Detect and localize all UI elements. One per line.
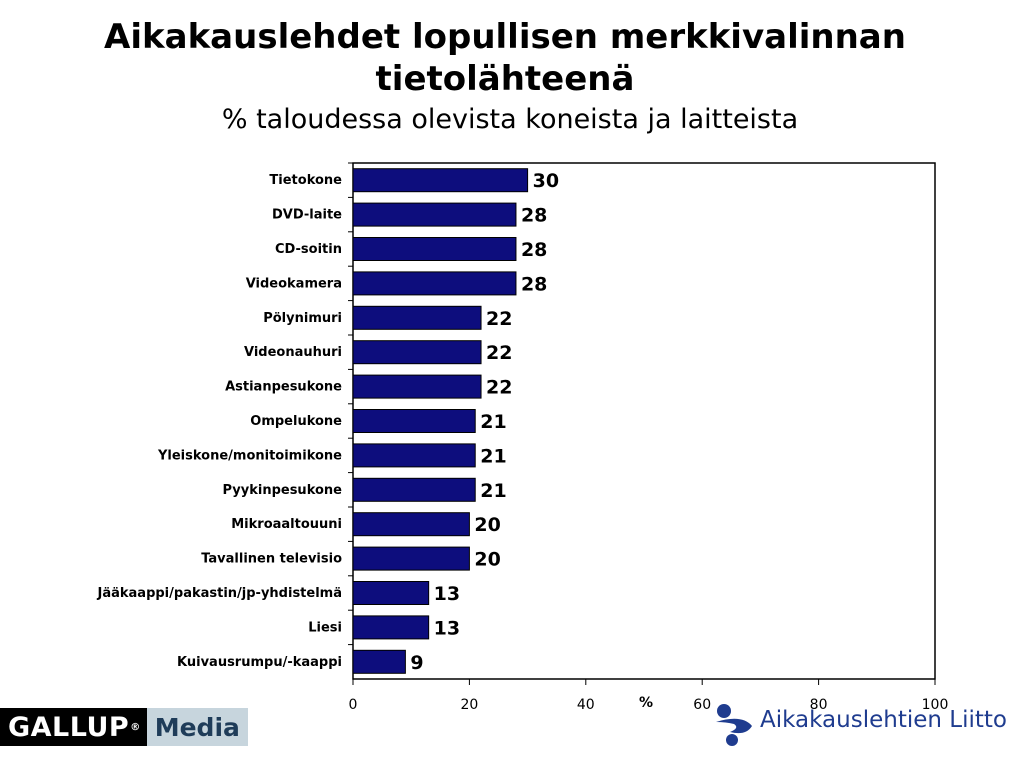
category-label: Liesi xyxy=(308,620,342,635)
data-label: 9 xyxy=(410,652,423,674)
category-label: CD-soitin xyxy=(275,242,342,257)
data-label: 21 xyxy=(480,445,506,467)
data-label: 30 xyxy=(533,170,559,192)
gallup-media-logo: GALLUP ® Media xyxy=(0,708,248,746)
x-axis-label: % xyxy=(639,695,653,711)
category-label: Ompelukone xyxy=(250,414,342,429)
x-tick-label: 80 xyxy=(810,697,828,713)
data-label: 22 xyxy=(486,308,512,330)
data-label: 21 xyxy=(480,480,506,502)
data-label: 22 xyxy=(486,377,512,399)
category-label: Yleiskone/monitoimikone xyxy=(157,448,342,463)
data-label: 20 xyxy=(474,549,500,571)
category-label: Pyykinpesukone xyxy=(223,483,343,498)
aikakauslehtien-liitto-logo: Aikakauslehtien Liitto xyxy=(712,700,1007,750)
bar xyxy=(352,477,476,502)
bar xyxy=(352,168,529,193)
bar xyxy=(352,202,517,227)
gallup-logo-word: GALLUP ® xyxy=(0,708,147,746)
data-label: 13 xyxy=(434,583,460,605)
bar xyxy=(352,581,430,605)
category-label: Kuivausrumpu/-kaappi xyxy=(177,655,342,670)
data-label: 22 xyxy=(486,342,512,364)
registered-mark: ® xyxy=(130,721,141,733)
data-label: 28 xyxy=(521,273,547,295)
bar xyxy=(352,512,470,537)
category-label: Videonauhuri xyxy=(244,345,342,360)
gallup-word: GALLUP xyxy=(8,711,130,743)
category-label: Jääkaappi/pakastin/jp-yhdistelmä xyxy=(97,586,343,601)
bar xyxy=(352,237,517,261)
x-tick-label: 20 xyxy=(460,697,478,713)
category-label: Astianpesukone xyxy=(225,380,342,395)
gallup-logo-media: Media xyxy=(146,708,248,746)
page-subtitle: % taloudessa olevista koneista ja laitte… xyxy=(221,104,799,135)
data-label: 13 xyxy=(434,617,460,639)
data-label: 20 xyxy=(474,514,500,536)
bar xyxy=(352,305,482,330)
x-tick-label: 0 xyxy=(349,697,358,713)
bar xyxy=(352,271,517,296)
category-label: Videokamera xyxy=(246,276,342,291)
bar xyxy=(352,546,470,571)
data-label: 28 xyxy=(521,239,547,261)
category-label: Tavallinen televisio xyxy=(201,552,342,567)
liitto-emblem-icon xyxy=(716,704,752,746)
x-tick-label: 40 xyxy=(577,697,595,713)
category-label: Pölynimuri xyxy=(263,311,342,326)
data-label: 28 xyxy=(521,205,547,227)
data-label: 21 xyxy=(480,411,506,433)
bar xyxy=(352,374,482,399)
category-label: DVD-laite xyxy=(272,208,342,223)
x-tick-label: 60 xyxy=(693,697,711,713)
bar xyxy=(352,615,430,640)
x-tick-label: 100 xyxy=(922,697,949,713)
bar xyxy=(352,340,482,365)
category-label: Mikroaaltouuni xyxy=(231,517,342,532)
bar xyxy=(352,409,476,433)
bar xyxy=(352,443,476,468)
category-label: Tietokone xyxy=(269,173,342,188)
page-title: Aikakauslehdet lopullisen merkkivalinnan… xyxy=(104,17,906,99)
liitto-logo-text: Aikakauslehtien Liitto xyxy=(760,707,1007,733)
bar xyxy=(352,649,406,674)
